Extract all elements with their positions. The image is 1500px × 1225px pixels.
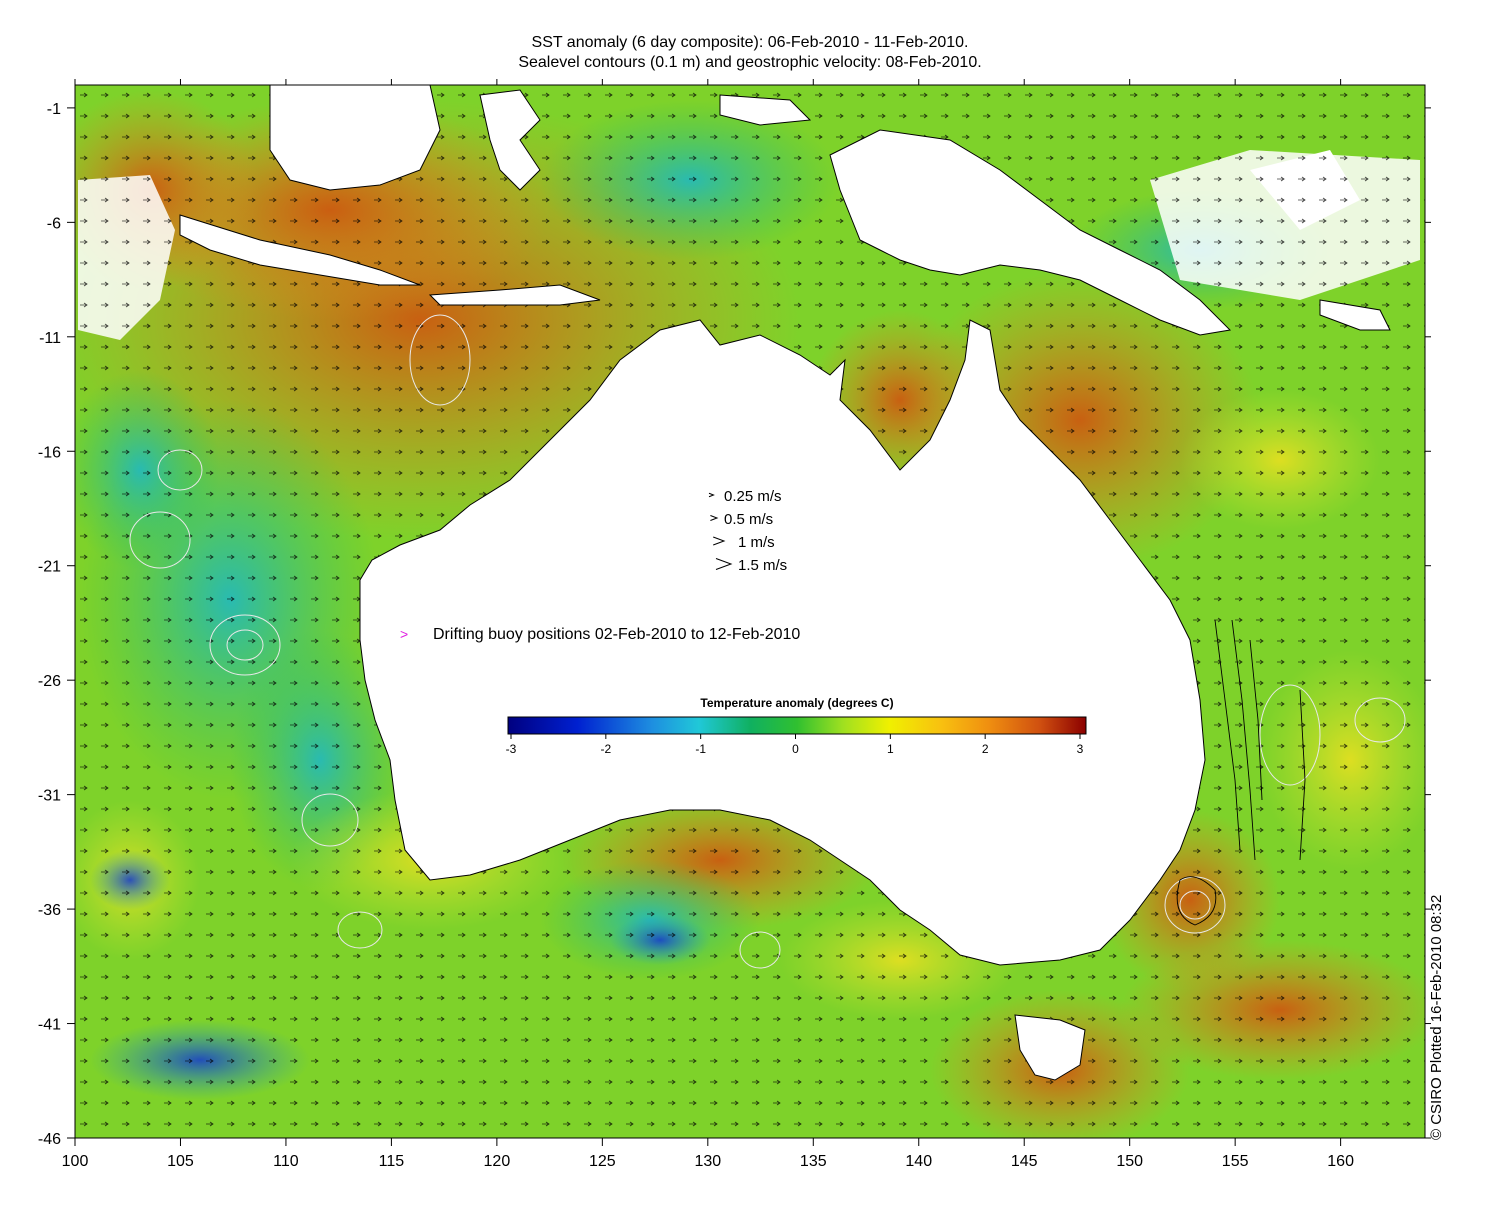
- buoy-legend: > Drifting buoy positions 02-Feb-2010 to…: [400, 626, 800, 643]
- map-title-line-2: Sealevel contours (0.1 m) and geostrophi…: [518, 54, 982, 71]
- lon-tick-label: 145: [1011, 1153, 1038, 1170]
- velocity-arrow-icon: [710, 515, 719, 521]
- longitude-axis: 100 105 110 115 120 125 130 135 140 145 150 155 160: [62, 79, 1354, 1170]
- colorbar-tick-label: 3: [1077, 742, 1084, 756]
- velocity-arrow-icon: [715, 558, 733, 570]
- lat-tick-label: -41: [38, 1017, 61, 1034]
- lat-tick-label: -16: [38, 444, 61, 461]
- land: [179, 84, 1391, 1081]
- lon-tick-label: 155: [1222, 1153, 1249, 1170]
- lat-tick-label: -21: [38, 559, 61, 576]
- australia: [359, 319, 1206, 966]
- colorbar-tick-label: -1: [695, 742, 706, 756]
- colorbar-tick-label: 2: [982, 742, 989, 756]
- colorbar-tick-label: -2: [600, 742, 611, 756]
- lat-tick-label: -46: [38, 1131, 61, 1148]
- colorbar-tick-label: -3: [506, 742, 517, 756]
- lat-tick-label: -26: [38, 673, 61, 690]
- colorbar-ticks: -3 -2 -1 0 1 2 3: [506, 734, 1084, 756]
- velocity-legend-label: 0.5 m/s: [724, 511, 773, 528]
- colorbar-tick-label: 1: [887, 742, 894, 756]
- colorbar-gradient: [507, 716, 1087, 735]
- lon-tick-label: 125: [589, 1153, 616, 1170]
- lon-tick-label: 120: [484, 1153, 511, 1170]
- lon-tick-label: 110: [273, 1153, 299, 1170]
- buoy-marker-icon: >: [400, 626, 408, 642]
- tasmania: [1014, 1014, 1086, 1081]
- buoy-legend-label: Drifting buoy positions 02-Feb-2010 to 1…: [433, 626, 800, 643]
- map-frame: [74, 84, 1426, 1139]
- velocity-legend: 0.25 m/s 0.5 m/s 1 m/s 1.5 m/s: [708, 488, 787, 574]
- lat-tick-label: -11: [39, 330, 61, 347]
- new-guinea: [829, 129, 1232, 336]
- lon-tick-label: 130: [694, 1153, 721, 1170]
- latitude-axis: -1-6-11-16-21-26-31-36-41-46: [38, 101, 1431, 1148]
- borneo: [269, 84, 441, 191]
- colorbar: Temperature anomaly (degrees C) -3 -2 -1 0 1…: [506, 696, 1087, 756]
- lon-tick-label: 100: [62, 1153, 89, 1170]
- lat-tick-label: -31: [38, 788, 61, 805]
- lat-tick-label: -1: [47, 101, 61, 118]
- credit-text: © CSIRO Plotted 16-Feb-2010 08:32: [1428, 894, 1445, 1140]
- colorbar-title: Temperature anomaly (degrees C): [700, 696, 893, 710]
- lon-tick-label: 135: [800, 1153, 827, 1170]
- lon-tick-label: 105: [167, 1153, 194, 1170]
- lon-tick-label: 115: [379, 1153, 405, 1170]
- java: [179, 214, 421, 286]
- velocity-arrow-icon: [708, 492, 715, 498]
- velocity-legend-label: 0.25 m/s: [724, 488, 782, 505]
- lat-tick-label: -36: [38, 902, 61, 919]
- velocity-legend-label: 1 m/s: [738, 534, 775, 551]
- lon-tick-label: 150: [1116, 1153, 1143, 1170]
- velocity-legend-label: 1.5 m/s: [738, 557, 787, 574]
- colorbar-tick-label: 0: [792, 742, 799, 756]
- sulawesi: [479, 89, 541, 191]
- lon-tick-label: 140: [905, 1153, 932, 1170]
- velocity-arrow-icon: [713, 536, 726, 546]
- map-title-line-1: SST anomaly (6 day composite): 06-Feb-20…: [531, 34, 969, 51]
- lon-tick-label: 160: [1327, 1153, 1354, 1170]
- lat-tick-label: -6: [47, 215, 61, 232]
